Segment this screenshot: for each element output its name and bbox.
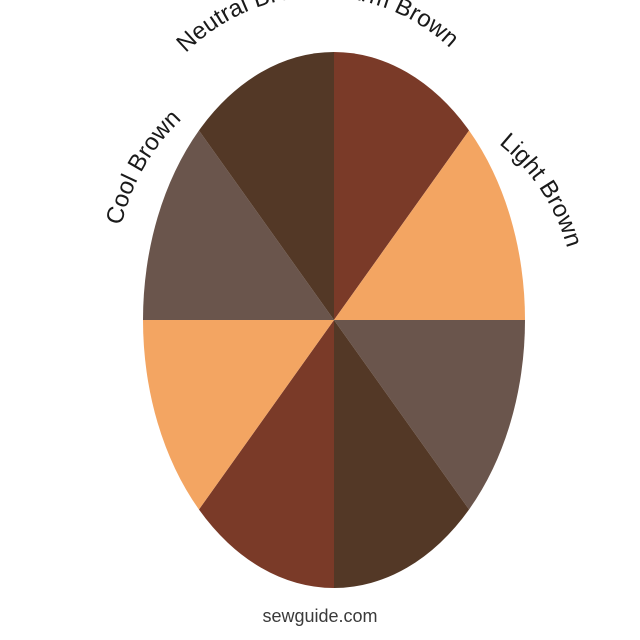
segment-neutral-brown-8 xyxy=(198,51,334,320)
segment-warm-brown-1 xyxy=(334,52,470,320)
segment-light-brown-2 xyxy=(334,130,525,320)
label-warm-brown: Warm Brown xyxy=(325,0,464,53)
segment-warm-brown-5 xyxy=(198,320,334,588)
source-credit: sewguide.com xyxy=(262,606,378,626)
label-neutral-brown: Neutral Brown xyxy=(171,0,322,57)
segment-cool-brown-3 xyxy=(334,320,525,510)
wheel-segments xyxy=(143,51,525,588)
segment-neutral-brown-4 xyxy=(334,320,470,588)
segment-light-brown-6 xyxy=(143,320,334,510)
segment-cool-brown-7 xyxy=(143,130,334,320)
